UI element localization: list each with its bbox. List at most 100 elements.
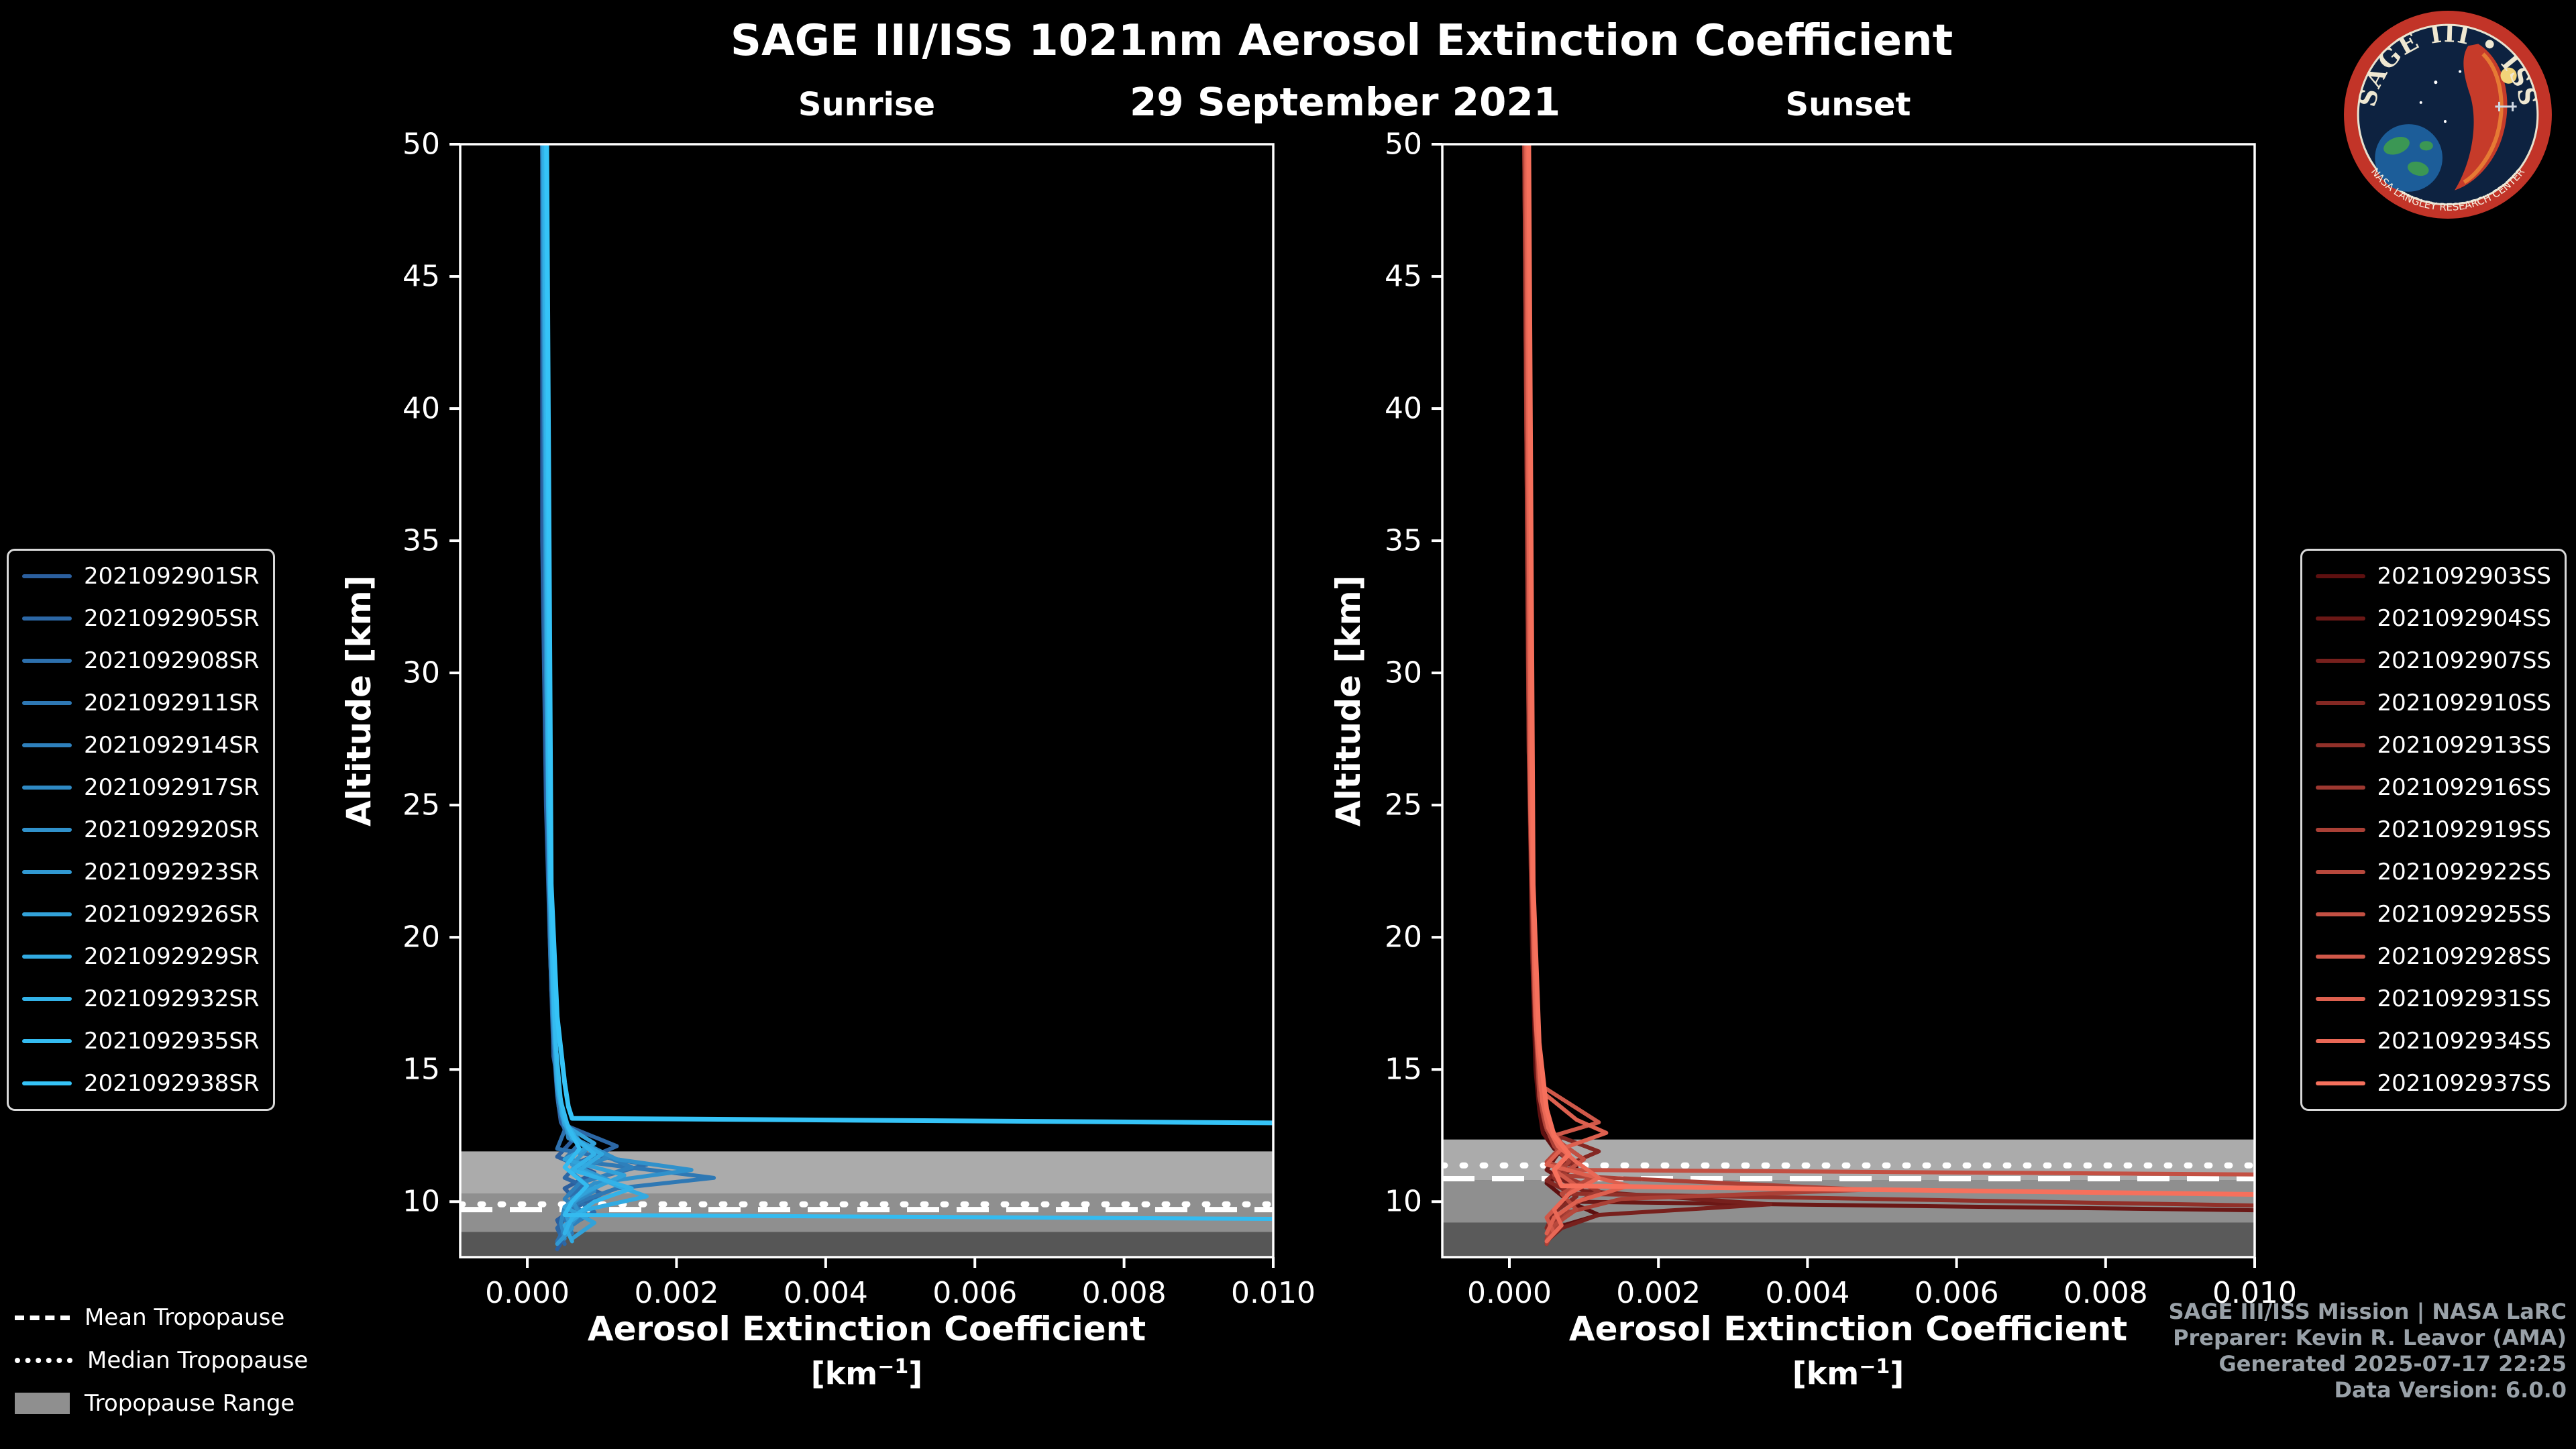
series-color-swatch — [22, 912, 72, 916]
series-label: 2021092907SS — [2377, 647, 2551, 674]
profile-line-2021092925SS — [1525, 144, 2255, 1177]
panel-sunrise: 10 15 20 25 30 35 40 45 50 0.000 0.002 0.004 0.006 0.… — [402, 127, 1316, 1311]
series-label: 2021092937SS — [2377, 1070, 2551, 1097]
y-tick-label: 20 — [402, 920, 440, 955]
series-label: 2021092913SS — [2377, 732, 2551, 759]
series-color-swatch — [22, 659, 72, 663]
y-tick-label: 25 — [402, 788, 440, 822]
dotted-line-swatch-icon — [15, 1358, 72, 1363]
series-label: 2021092926SR — [84, 901, 260, 928]
y-tick-label: 35 — [1385, 524, 1422, 558]
x-axis-label-text: Aerosol Extinction Coefficient — [587, 1309, 1146, 1348]
series-label: 2021092916SS — [2377, 774, 2551, 801]
legend-item: 2021092910SS — [2315, 690, 2551, 716]
legend-item: 2021092938SR — [22, 1070, 260, 1097]
y-tick-label: 25 — [1385, 788, 1422, 822]
series-color-swatch — [2315, 997, 2365, 1001]
series-label: 2021092901SR — [84, 563, 260, 590]
legend-item: 2021092937SS — [2315, 1070, 2551, 1097]
credit-line: Preparer: Kevin R. Leavor (AMA) — [2173, 1325, 2567, 1350]
legend-item-tropopause-range: Tropopause Range — [15, 1390, 308, 1417]
series-color-swatch — [2315, 574, 2365, 578]
credit-line: Generated 2025-07-17 22:25 — [2218, 1351, 2567, 1377]
series-color-swatch — [2315, 616, 2365, 621]
series-color-swatch — [2315, 870, 2365, 874]
legend-item: 2021092935SR — [22, 1028, 260, 1055]
tropopause-range-band — [460, 1232, 1273, 1257]
legend-label: Tropopause Range — [85, 1390, 295, 1417]
legend-item: 2021092917SR — [22, 774, 260, 801]
robed-figure-icon — [2455, 44, 2508, 191]
sunrise-event-legend: 2021092901SR 2021092905SR 2021092908SR 2021… — [7, 549, 275, 1111]
series-label: 2021092919SS — [2377, 816, 2551, 843]
series-color-swatch — [2315, 1039, 2365, 1043]
series-label: 2021092935SR — [84, 1028, 260, 1055]
x-axis-units: [km−1] — [810, 1355, 923, 1392]
y-axis-label-sunrise: Altitude [km] — [339, 575, 378, 826]
series-label: 2021092910SS — [2377, 690, 2551, 716]
legend-item: 2021092922SS — [2315, 859, 2551, 885]
x-tick-label: 0.004 — [1765, 1276, 1849, 1310]
series-color-swatch — [2315, 659, 2365, 663]
legend-item: 2021092919SS — [2315, 816, 2551, 843]
series-color-swatch — [2315, 955, 2365, 959]
profile-line-2021092919SS — [1522, 144, 1870, 1246]
date-subtitle: 29 September 2021 — [1129, 79, 1561, 125]
y-axis-label-sunset: Altitude [km] — [1329, 575, 1368, 826]
series-color-swatch — [22, 701, 72, 705]
panel-sunset: 10 15 20 25 30 35 40 45 50 0.000 0.002 0.004 0.006 0.… — [1385, 127, 2297, 1311]
y-tick-label: 40 — [402, 392, 440, 426]
plot-frame — [1441, 143, 2256, 1258]
credit-line: Data Version: 6.0.0 — [2334, 1377, 2567, 1403]
sage-iii-iss-mission-patch-logo: SAGE III • ISS NASA LANGLEY RESEARCH CEN… — [2344, 11, 2552, 219]
legend-item: 2021092926SR — [22, 901, 260, 928]
legend-item-mean-tropopause: Mean Tropopause — [15, 1304, 308, 1331]
credits-block: SAGE III/ISS Mission | NASA LaRC Prepare… — [2169, 1299, 2567, 1403]
legend-item: 2021092920SR — [22, 816, 260, 843]
legend-item: 2021092911SR — [22, 690, 260, 716]
series-color-swatch — [2315, 701, 2365, 705]
legend-item: 2021092923SR — [22, 859, 260, 885]
band-swatch-icon — [15, 1393, 70, 1414]
legend-item: 2021092907SS — [2315, 647, 2551, 674]
legend-item: 2021092932SR — [22, 985, 260, 1012]
series-color-swatch — [22, 955, 72, 959]
profile-line-2021092907SS — [1522, 144, 1772, 1244]
credit-line: SAGE III/ISS Mission | NASA LaRC — [2168, 1299, 2567, 1324]
x-tick-label: 0.002 — [634, 1276, 718, 1310]
robe-highlight-icon — [2463, 52, 2504, 184]
profile-line-2021092935SR — [543, 144, 1273, 1222]
profile-line-2021092911SR — [541, 144, 716, 1236]
legend-item: 2021092904SS — [2315, 605, 2551, 632]
y-tick-label: 15 — [402, 1053, 440, 1087]
series-label: 2021092938SR — [84, 1070, 260, 1097]
series-color-swatch — [2315, 786, 2365, 790]
series-color-swatch — [22, 616, 72, 621]
legend-item: 2021092934SS — [2315, 1028, 2551, 1055]
legend-item: 2021092916SS — [2315, 774, 2551, 801]
legend-item: 2021092901SR — [22, 563, 260, 590]
series-color-swatch — [2315, 1081, 2365, 1085]
series-color-swatch — [22, 997, 72, 1001]
series-label: 2021092932SR — [84, 985, 260, 1012]
y-tick-label: 30 — [402, 656, 440, 690]
profile-line-2021092937SS — [1526, 144, 2255, 1197]
legend-item: 2021092913SS — [2315, 732, 2551, 759]
series-label: 2021092914SR — [84, 732, 260, 759]
plot-frame — [459, 143, 1275, 1258]
series-label: 2021092922SS — [2377, 859, 2551, 885]
x-tick-label: 0.010 — [1231, 1276, 1316, 1310]
x-tick-label: 0.010 — [2212, 1276, 2297, 1310]
sun-icon — [2500, 67, 2517, 84]
sunrise-panel-title: Sunrise — [798, 86, 936, 123]
x-tick-label: 0.008 — [1082, 1276, 1167, 1310]
x-tick-label: 0.000 — [485, 1276, 570, 1310]
x-axis-label-sunset: Aerosol Extinction Coefficient [km−1] — [1569, 1309, 2127, 1392]
y-tick-label: 30 — [1385, 656, 1422, 690]
sunset-panel-title: Sunset — [1785, 86, 1911, 123]
profile-line-2021092923SR — [541, 144, 612, 1246]
legend-item: 2021092903SS — [2315, 563, 2551, 590]
series-label: 2021092928SS — [2377, 943, 2551, 970]
y-tick-label: 40 — [1385, 392, 1422, 426]
